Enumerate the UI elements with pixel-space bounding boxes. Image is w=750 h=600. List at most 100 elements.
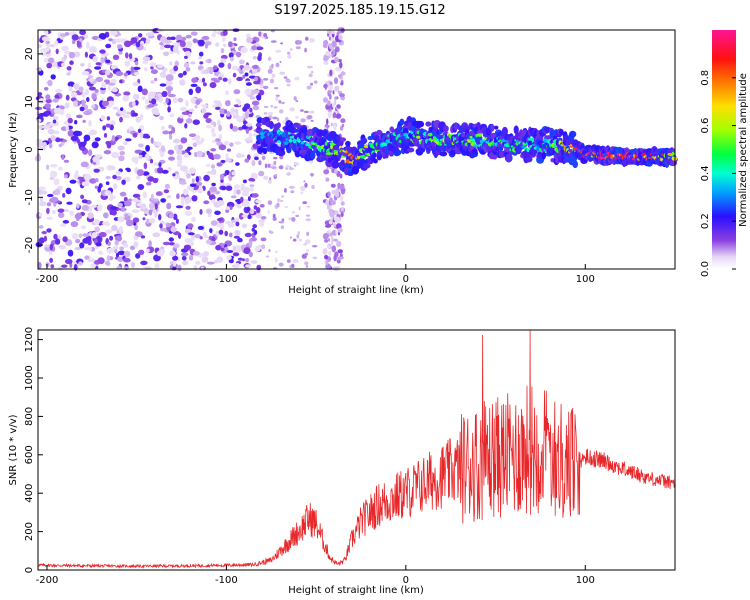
spectrogram-cell bbox=[145, 144, 151, 152]
spectrogram-cell bbox=[276, 117, 280, 122]
spectrogram-cell bbox=[235, 189, 241, 195]
spectrogram-cell bbox=[172, 261, 177, 267]
spectrogram-cell bbox=[78, 233, 83, 238]
spectrogram-cell bbox=[110, 65, 116, 70]
spectrogram-cell bbox=[69, 179, 77, 184]
spectrogram-cell bbox=[76, 41, 82, 48]
colorbar-tick-label: 0.0 bbox=[700, 261, 711, 277]
colorbar-ticks: 0.0 0.2 0.4 0.6 0.8 bbox=[700, 70, 736, 277]
spectrogram-cell bbox=[246, 37, 253, 44]
spectrogram-cell bbox=[245, 258, 250, 263]
spectrogram-cell bbox=[251, 67, 258, 74]
spectrogram-cell bbox=[236, 115, 244, 123]
x-tick-label: 0 bbox=[403, 274, 409, 285]
spectrogram-cell bbox=[473, 144, 479, 147]
spectrogram-cell bbox=[273, 161, 277, 164]
x-tick-label: -200 bbox=[36, 274, 59, 285]
spectrogram-cell bbox=[235, 162, 240, 166]
spectrogram-cell bbox=[95, 62, 102, 66]
spectrogram-cell bbox=[171, 126, 176, 134]
spectrogram-cell bbox=[61, 154, 65, 161]
spectrogram-cell bbox=[92, 156, 100, 163]
spectrogram-cell bbox=[239, 65, 244, 69]
spectrogram-cell bbox=[175, 218, 179, 224]
spectrogram-cell bbox=[114, 235, 123, 242]
spectrogram-cell bbox=[61, 264, 68, 268]
spectrogram-cell bbox=[324, 239, 329, 243]
spectrogram-cell bbox=[215, 42, 220, 47]
spectrogram-cell bbox=[289, 107, 296, 112]
spectrogram-cell bbox=[263, 33, 268, 38]
spectrogram-cell bbox=[55, 137, 61, 143]
spectrogram-cell bbox=[254, 76, 258, 82]
y-tick-label: 400 bbox=[24, 484, 35, 503]
spectrogram-cell bbox=[48, 250, 53, 256]
spectrogram-cell bbox=[73, 83, 78, 89]
spectrogram-cell bbox=[64, 32, 70, 36]
spectrogram-cell bbox=[81, 199, 88, 204]
spectrogram-cell bbox=[168, 156, 175, 161]
spectrogram-y-label: Frequency (Hz) bbox=[8, 112, 19, 188]
spectrogram-cell bbox=[150, 193, 154, 201]
spectrogram-cell bbox=[232, 112, 237, 116]
spectrogram-cell bbox=[203, 113, 209, 119]
spectrogram-cell bbox=[161, 90, 168, 98]
spectrogram-cell bbox=[195, 176, 200, 183]
spectrogram-cell bbox=[116, 175, 122, 181]
spectrogram-cell bbox=[132, 100, 136, 108]
spectrogram-cell bbox=[233, 235, 240, 239]
spectrogram-cell bbox=[245, 264, 251, 268]
spectrogram-cell bbox=[289, 165, 292, 170]
spectrogram-cell bbox=[76, 138, 81, 144]
spectrogram-cell bbox=[109, 165, 116, 171]
spectrogram-cell bbox=[79, 29, 86, 36]
spectrogram-cell bbox=[132, 66, 141, 70]
spectrogram-cell bbox=[225, 157, 232, 163]
spectrogram-cell bbox=[183, 152, 189, 158]
spectrogram-cell bbox=[103, 150, 112, 155]
spectrogram-cell bbox=[179, 115, 184, 119]
spectrogram-cell bbox=[218, 229, 224, 235]
spectrogram-cell bbox=[117, 145, 125, 151]
spectrogram-cell bbox=[286, 83, 291, 87]
spectrogram-cell bbox=[191, 216, 196, 222]
spectrogram-cell bbox=[87, 212, 94, 220]
spectrogram-cell bbox=[238, 212, 244, 220]
spectrogram-cell bbox=[159, 150, 165, 158]
spectrogram-cell bbox=[188, 133, 197, 137]
spectrogram-cell bbox=[158, 214, 162, 221]
spectrogram-cell bbox=[119, 109, 127, 116]
spectrogram-cell bbox=[218, 62, 225, 68]
spectrogram-cell bbox=[50, 196, 59, 203]
spectrogram-cell bbox=[44, 29, 49, 36]
spectrogram-cell bbox=[135, 253, 141, 259]
spectrogram-cell bbox=[62, 139, 67, 143]
spectrogram-cell bbox=[105, 123, 111, 128]
spectrogram-cell bbox=[126, 111, 131, 115]
spectrogram-cell bbox=[228, 52, 234, 58]
spectrogram-cell bbox=[100, 56, 105, 64]
spectrogram-cell bbox=[39, 196, 43, 202]
spectrogram-cell bbox=[226, 148, 232, 152]
spectrogram-cell bbox=[245, 82, 252, 86]
spectrogram-cell bbox=[336, 240, 342, 247]
spectrogram-cell bbox=[327, 238, 331, 242]
spectrogram-cell bbox=[310, 82, 314, 86]
spectrogram-cell bbox=[469, 136, 473, 139]
spectrogram-cell bbox=[67, 81, 75, 87]
spectrogram-cell bbox=[248, 132, 253, 138]
spectrogram-cell bbox=[569, 130, 577, 138]
spectrogram-cell bbox=[169, 113, 175, 118]
spectrogram-cell bbox=[235, 98, 240, 103]
spectrogram-x-ticks: -200 -100 0 100 bbox=[36, 264, 595, 285]
spectrogram-cell bbox=[111, 87, 118, 93]
spectrogram-cell bbox=[249, 107, 253, 113]
spectrogram-cell bbox=[332, 112, 337, 119]
spectrogram-cell bbox=[235, 221, 240, 227]
spectrogram-cell bbox=[309, 38, 315, 43]
spectrogram-cell bbox=[194, 234, 202, 239]
spectrogram-cell bbox=[306, 128, 314, 138]
spectrogram-cell bbox=[235, 262, 240, 269]
spectrogram-cell bbox=[53, 178, 60, 186]
spectrogram-cell bbox=[191, 195, 198, 202]
